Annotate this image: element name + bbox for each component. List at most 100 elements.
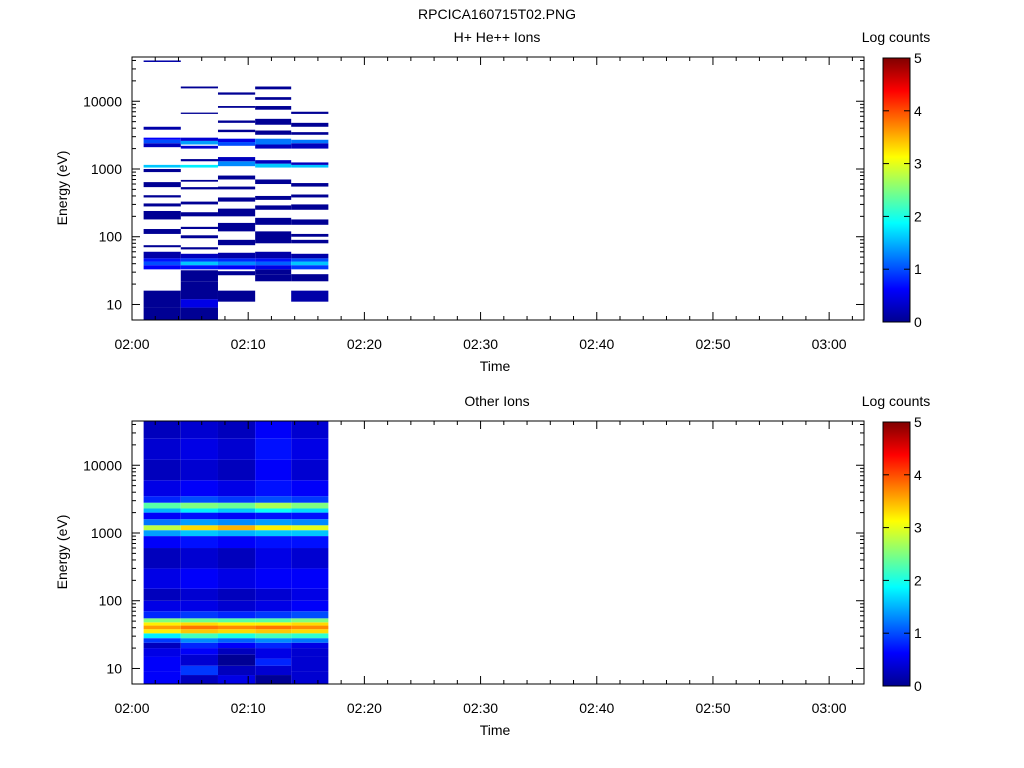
heatmap-cell xyxy=(143,60,181,62)
heatmap-cell xyxy=(217,654,256,666)
heatmap-cell xyxy=(255,438,292,460)
heatmap-cell xyxy=(180,86,218,89)
heatmap-cell xyxy=(180,638,218,643)
heatmap-cell xyxy=(291,162,329,165)
heatmap-cell xyxy=(291,233,329,237)
heatmap-cell xyxy=(217,129,256,133)
heatmap-cell xyxy=(291,265,329,270)
x-tick-label: 02:20 xyxy=(347,700,382,716)
colorbar-ticks: 0 1 2 3 4 5 xyxy=(883,50,922,330)
colorbar-tick-label: 1 xyxy=(914,625,922,641)
heatmap-cell xyxy=(180,622,218,626)
x-tick-label: 02:40 xyxy=(579,700,614,716)
heatmap-cell xyxy=(180,525,218,531)
heatmap-cell xyxy=(255,625,292,630)
heatmap-cell xyxy=(180,253,218,259)
heatmap-cell xyxy=(217,512,256,520)
heatmap-cell xyxy=(180,618,218,623)
x-tick-label: 02:10 xyxy=(231,700,266,716)
heatmap-cell xyxy=(217,175,256,180)
heatmap-cell xyxy=(143,629,181,634)
heatmap-cell xyxy=(180,258,218,262)
heatmap-cell xyxy=(217,638,256,643)
heatmap-cell xyxy=(255,633,292,639)
heatmap-cell xyxy=(255,530,292,537)
heatmap-cell xyxy=(217,271,256,276)
heatmap-cell xyxy=(217,502,256,509)
heatmap-cell xyxy=(291,633,329,639)
heatmap-cell xyxy=(291,508,329,513)
heatmap-cell xyxy=(143,530,181,537)
heatmap-cell xyxy=(143,229,181,234)
y-tick-label: 10000 xyxy=(83,457,122,473)
heatmap-cell xyxy=(143,633,181,639)
heatmap-cell xyxy=(180,600,218,612)
heatmap-cell xyxy=(291,258,329,262)
heatmap-cell xyxy=(217,138,256,143)
heatmap-cell xyxy=(255,629,292,634)
heatmap-cell xyxy=(291,194,329,198)
heatmap-cell xyxy=(143,638,181,643)
heatmap-cell xyxy=(180,459,218,481)
heatmap-cell xyxy=(255,508,292,513)
colorbar-tick-label: 5 xyxy=(914,50,922,66)
heatmap-cell xyxy=(180,140,218,145)
heatmap-cell xyxy=(255,525,292,531)
panel-other-ions: Other Ions Log counts Energy (eV) Time 1… xyxy=(54,393,930,738)
heatmap-cell xyxy=(255,118,292,125)
heatmap-cell xyxy=(255,106,292,110)
heatmap-cell xyxy=(143,137,181,140)
x-tick-label: 02:50 xyxy=(695,700,730,716)
heatmap-cell xyxy=(217,642,256,649)
x-tick-label: 02:30 xyxy=(463,700,498,716)
heatmap-cell xyxy=(180,548,218,569)
y-tick-label: 10 xyxy=(106,661,122,677)
x-tick-labels: 02:00 02:10 02:20 02:30 02:40 02:50 03:00 xyxy=(114,700,846,716)
heatmap-cell xyxy=(291,656,329,672)
heatmap-cell xyxy=(255,568,292,589)
heatmap-cell xyxy=(255,459,292,481)
heatmap-cell xyxy=(217,611,256,619)
heatmap-cell xyxy=(180,270,218,282)
heatmap-cell xyxy=(180,164,218,168)
heatmap-cell xyxy=(255,138,292,145)
heatmap-cell xyxy=(217,525,256,531)
y-axis-label: Energy (eV) xyxy=(54,515,70,590)
heatmap-cell xyxy=(180,212,218,217)
colorbar-tick-label: 2 xyxy=(914,208,922,224)
heatmap-cell xyxy=(180,625,218,630)
heatmap-cell xyxy=(180,235,218,239)
heatmap-cells xyxy=(143,60,329,320)
heatmap-cell xyxy=(255,622,292,626)
heatmap-cell xyxy=(217,421,256,439)
heatmap-cell xyxy=(255,217,292,225)
heatmap-cell xyxy=(180,145,218,149)
heatmap-cell xyxy=(255,130,292,135)
heatmap-cell xyxy=(143,642,181,649)
colorbar-tick-label: 4 xyxy=(914,103,922,119)
heatmap-cell xyxy=(143,622,181,626)
heatmap-cell xyxy=(291,132,329,135)
colorbar-label: Log counts xyxy=(862,29,931,45)
heatmap-cell xyxy=(217,92,256,95)
heatmap-cell xyxy=(180,179,218,182)
heatmap-cell xyxy=(217,548,256,569)
heatmap-cell xyxy=(180,654,218,666)
heatmap-cell xyxy=(255,600,292,612)
heatmap-cell xyxy=(255,261,292,266)
heatmap-cell xyxy=(217,622,256,626)
heatmap-cell xyxy=(291,480,329,497)
y-axis-label: Energy (eV) xyxy=(54,151,70,226)
axis-ticks xyxy=(131,421,864,684)
heatmap-cell xyxy=(291,421,329,439)
x-axis-label: Time xyxy=(480,722,511,738)
heatmap-cell xyxy=(180,187,218,190)
heatmap-cell xyxy=(217,222,256,232)
heatmap-cell xyxy=(143,164,181,168)
heatmap-cell xyxy=(255,588,292,601)
heatmap-cell xyxy=(143,588,181,601)
heatmap-cell xyxy=(255,163,292,168)
heatmap-cell xyxy=(180,299,218,308)
colorbar-label: Log counts xyxy=(862,393,931,409)
heatmap-cell xyxy=(291,204,329,210)
